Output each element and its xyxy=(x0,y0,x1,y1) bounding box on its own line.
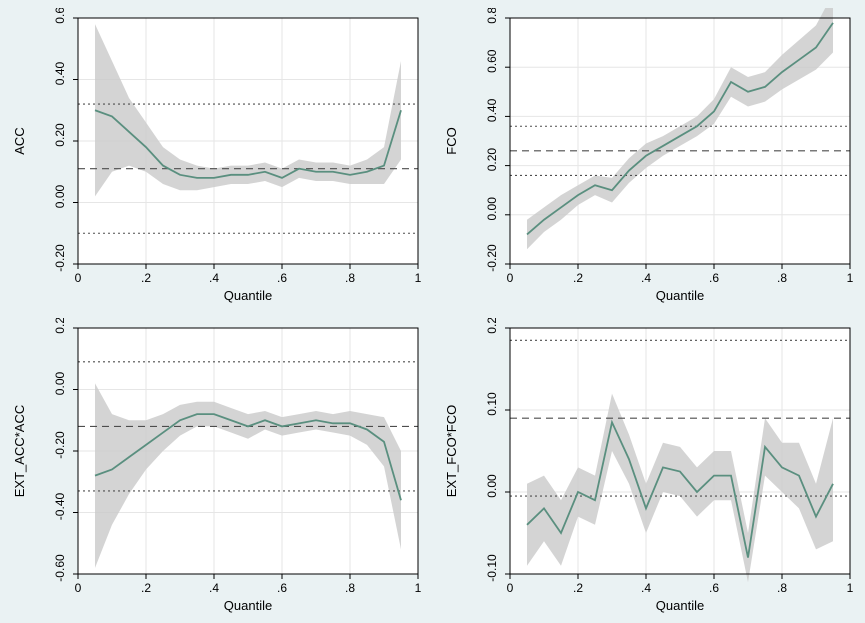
y-axis-title: EXT_ACC*ACC xyxy=(12,405,27,497)
panel-fco: 0 .2 .4 .6 .8 1 -0.20 0.00 0.20 0.40 0.60 0.80 Quant… xyxy=(438,8,858,306)
y-tick-label: 0.60 xyxy=(53,8,67,24)
x-tick-label: .4 xyxy=(209,581,219,595)
y-axis-title: ACC xyxy=(12,127,27,154)
x-tick-label: .6 xyxy=(277,271,287,285)
y-tick-label: -0.20 xyxy=(53,431,67,459)
y-tick-label: -0.40 xyxy=(53,493,67,521)
x-axis-title: Quantile xyxy=(656,288,704,303)
figure-container: 0.2.4.6.81-0.200.000.200.400.60QuantileA… xyxy=(0,0,865,623)
x-tick-label: .4 xyxy=(641,271,651,285)
y-tick-label: -0.20 xyxy=(485,244,499,272)
y-tick-label: 0.20 xyxy=(485,148,499,172)
x-axis-title: Quantile xyxy=(224,598,272,613)
panel-ext-acc-acc: 0 .2 .4 .6 .8 1 -0.60 -0.40 -0.20 0.00 0.20 Quantil… xyxy=(6,318,426,616)
x-axis-title: Quantile xyxy=(656,598,704,613)
x-tick-label: .6 xyxy=(709,581,719,595)
x-tick-label: .2 xyxy=(573,581,583,595)
y-tick-label: 0.60 xyxy=(485,49,499,73)
x-tick-label: .2 xyxy=(141,581,151,595)
x-tick-label: 1 xyxy=(415,581,422,595)
y-tick-label: 0.00 xyxy=(53,184,67,208)
x-tick-label: .2 xyxy=(573,271,583,285)
x-tick-label: .4 xyxy=(209,271,219,285)
x-axis-title: Quantile xyxy=(224,288,272,303)
y-tick-label: 0.40 xyxy=(53,61,67,85)
y-tick-label: 0.10 xyxy=(485,392,499,416)
y-tick-label: 0.80 xyxy=(485,8,499,24)
x-tick-label: 0 xyxy=(507,271,514,285)
y-tick-label: 0.20 xyxy=(485,318,499,334)
x-tick-label: .8 xyxy=(345,271,355,285)
x-tick-label: .8 xyxy=(777,581,787,595)
y-tick-label: 0.20 xyxy=(53,318,67,334)
panel-ext-fco-fco: 0 .2 .4 .6 .8 1 -0.10 0.00 0.10 0.20 Quantile EXT_F… xyxy=(438,318,858,616)
x-tick-label: .8 xyxy=(777,271,787,285)
x-tick-label: .4 xyxy=(641,581,651,595)
panel-acc: 0 .2 .4 .6 .8 1 -0.20 0.00 0.20 0.40 0.60 Quantile A… xyxy=(6,8,426,306)
x-tick-label: 1 xyxy=(847,581,854,595)
x-tick-label: .8 xyxy=(345,581,355,595)
y-tick-label: -0.10 xyxy=(485,554,499,582)
y-tick-label: 0.20 xyxy=(53,123,67,147)
y-axis-title: FCO xyxy=(444,127,459,154)
y-tick-label: 0.40 xyxy=(485,98,499,122)
x-tick-label: 1 xyxy=(847,271,854,285)
x-tick-label: .6 xyxy=(277,581,287,595)
x-tick-label: .6 xyxy=(709,271,719,285)
x-tick-label: 0 xyxy=(75,271,82,285)
y-tick-label: 0.00 xyxy=(485,197,499,221)
y-tick-label: 0.00 xyxy=(53,371,67,395)
y-axis-title: EXT_FCO*FCO xyxy=(444,405,459,497)
y-tick-label: 0.00 xyxy=(485,474,499,498)
x-tick-label: 0 xyxy=(75,581,82,595)
x-tick-label: 1 xyxy=(415,271,422,285)
x-tick-label: .2 xyxy=(141,271,151,285)
y-tick-label: -0.20 xyxy=(53,244,67,272)
x-tick-label: 0 xyxy=(507,581,514,595)
y-tick-label: -0.60 xyxy=(53,554,67,582)
